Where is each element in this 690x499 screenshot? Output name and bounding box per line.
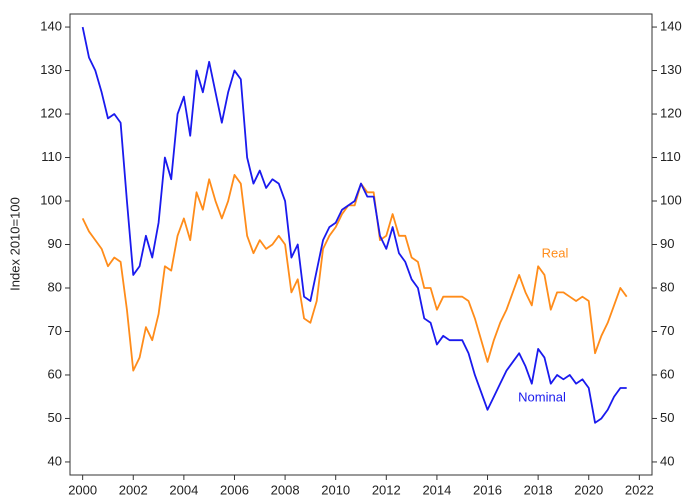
y-tick-label: 40 (660, 453, 674, 468)
series-label: Real (542, 245, 569, 260)
x-tick-label: 2012 (372, 482, 401, 497)
y-tick-label: 140 (660, 18, 682, 33)
y-tick-label: 120 (40, 105, 62, 120)
x-tick-label: 2006 (220, 482, 249, 497)
y-tick-label: 70 (660, 323, 674, 338)
y-tick-label: 100 (40, 192, 62, 207)
y-tick-label: 80 (660, 279, 674, 294)
y-tick-label: 120 (660, 105, 682, 120)
y-tick-label: 50 (48, 410, 62, 425)
series-line (81, 174, 628, 372)
x-tick-label: 2010 (321, 482, 350, 497)
y-tick-label: 90 (660, 236, 674, 251)
x-tick-label: 2014 (422, 482, 451, 497)
x-tick-label: 2020 (574, 482, 603, 497)
y-tick-label: 90 (48, 236, 62, 251)
x-tick-label: 2004 (169, 482, 198, 497)
y-tick-label: 100 (660, 192, 682, 207)
y-axis-label: Index 2010=100 (7, 197, 22, 291)
series-label: Nominal (518, 389, 566, 404)
series-line (81, 26, 627, 424)
y-tick-label: 50 (660, 410, 674, 425)
y-tick-label: 40 (48, 453, 62, 468)
y-tick-label: 70 (48, 323, 62, 338)
x-tick-label: 2002 (119, 482, 148, 497)
y-tick-label: 110 (41, 149, 62, 164)
x-tick-label: 2018 (524, 482, 553, 497)
y-tick-label: 140 (40, 18, 62, 33)
y-tick-label: 130 (40, 62, 62, 77)
x-tick-label: 2022 (625, 482, 654, 497)
x-tick-label: 2016 (473, 482, 502, 497)
y-tick-label: 130 (660, 62, 682, 77)
y-tick-label: 110 (660, 149, 681, 164)
x-tick-label: 2000 (68, 482, 97, 497)
x-tick-label: 2008 (271, 482, 300, 497)
y-tick-label: 60 (660, 366, 674, 381)
y-tick-label: 60 (48, 366, 62, 381)
y-tick-label: 80 (48, 279, 62, 294)
